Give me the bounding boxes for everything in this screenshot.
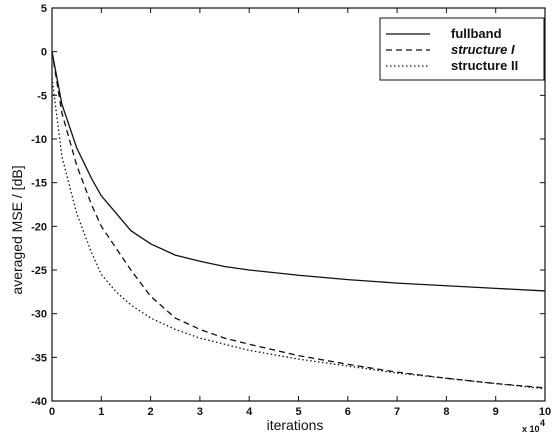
y-tick-label: -40 <box>31 396 47 408</box>
y-tick-label: -20 <box>31 221 47 233</box>
x-axis-label: iterations <box>267 417 324 433</box>
y-tick-label: -10 <box>31 134 47 146</box>
legend-label-fullband: fullband <box>451 26 502 41</box>
series-line-1 <box>51 51 546 292</box>
legend: fullband structure I structure II <box>379 17 545 81</box>
x-multiplier-label: x 10 <box>522 424 540 434</box>
y-tick-label: 0 <box>41 47 47 59</box>
y-tick-label: -5 <box>37 90 47 102</box>
y-tick-label: -15 <box>31 178 47 190</box>
x-tick-label: 0 <box>49 406 55 418</box>
y-tick-label: -30 <box>31 309 47 321</box>
series-layer <box>51 51 546 390</box>
x-tick-label: 2 <box>148 406 154 418</box>
axis-layer: 0 1 2 3 4 5 6 7 8 9 10 5 0 -5 -10 -15 -20 -25 -30 -35 -40 <box>31 3 551 418</box>
y-tick-label: 5 <box>41 3 47 15</box>
legend-label-structure-2: structure II <box>451 58 518 73</box>
series-line-3 <box>51 77 546 390</box>
x-tick-label: 3 <box>197 406 203 418</box>
x-multiplier-exponent: 4 <box>540 418 545 428</box>
y-tick-label: -35 <box>31 352 47 364</box>
x-tick-label: 9 <box>493 406 499 418</box>
plot-frame <box>51 7 546 402</box>
legend-label-structure-1: structure I <box>451 42 515 57</box>
x-tick-label: 8 <box>443 406 449 418</box>
x-tick-label: 1 <box>98 406 104 418</box>
y-tick-label: -25 <box>31 265 47 277</box>
x-tick-label: 4 <box>246 406 253 418</box>
x-tick-label: 6 <box>345 406 351 418</box>
x-tick-label: 10 <box>539 406 551 418</box>
x-tick-label: 7 <box>394 406 400 418</box>
x-tick-label: 5 <box>295 406 301 418</box>
y-axis-label: averaged MSE / [dB] <box>9 165 25 294</box>
legend-box <box>379 17 545 81</box>
series-line-2 <box>51 51 546 389</box>
